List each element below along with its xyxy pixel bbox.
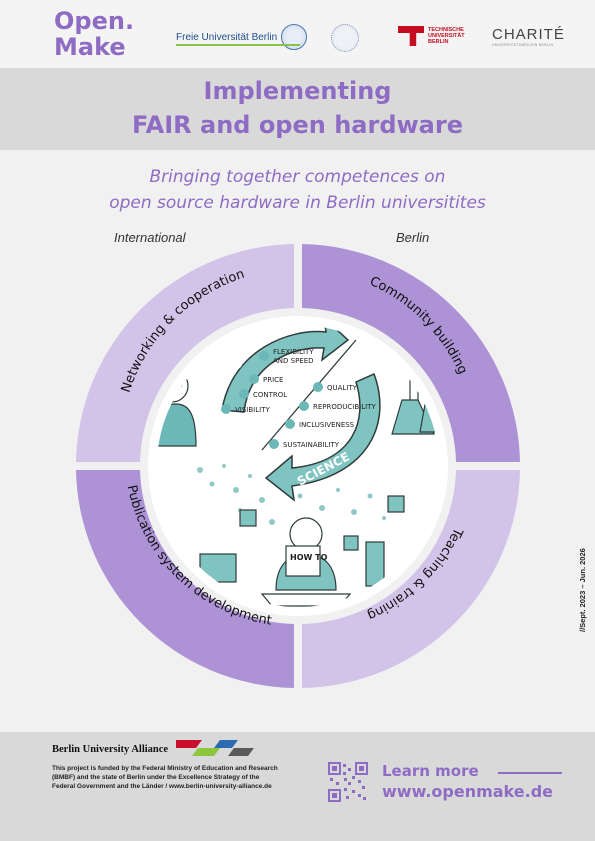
brand-line2: Make <box>54 33 126 61</box>
science-arrow <box>264 372 381 502</box>
header: Open. Make Freie Universität Berlin TECH… <box>0 0 595 68</box>
funding-note: This project is funded by the Federal Mi… <box>52 765 278 790</box>
ring-segment-networking <box>76 244 294 462</box>
subtitle-line1: Bringing together competences on <box>149 167 446 187</box>
subtitle: Bringing together competences on open so… <box>0 164 595 216</box>
title-band: Implementing FAIR and open hardware <box>0 68 595 150</box>
you-arrow <box>221 325 350 413</box>
fu-text: Freie Universität Berlin <box>176 31 278 43</box>
competence-diagram: Networking & cooperation Community build… <box>76 244 520 688</box>
svg-text:CONTROL: CONTROL <box>253 391 287 399</box>
charite-text: CHARITÉ <box>492 26 565 43</box>
science-benefits: QUALITY REPRODUCIBILITY INCLUSIVENESS SU… <box>269 382 376 449</box>
charite-logo: CHARITÉ UNIVERSITÄTSMEDIZIN BERLIN <box>492 26 565 47</box>
tu-berlin-logo: TECHNISCHE UNIVERSITÄT BERLIN <box>398 26 465 46</box>
website-link[interactable]: www.openmake.de <box>382 782 553 801</box>
qr-code-icon[interactable] <box>328 762 368 802</box>
content-area: Bringing together competences on open so… <box>0 150 595 732</box>
alliance-name: Berlin University Alliance <box>52 744 169 755</box>
svg-text:AND SPEED: AND SPEED <box>273 357 314 365</box>
project-period: //Sept. 2023 – Jun. 2026 <box>578 548 587 632</box>
learn-more-label: Learn more <box>382 762 479 780</box>
reader-illustration: HOW TO <box>199 517 385 607</box>
you-benefits: FLEXIBILITY AND SPEED PRICE CONTROL VISI… <box>221 348 314 414</box>
bua-logo-icon <box>176 740 254 756</box>
fu-berlin-logo: Freie Universität Berlin <box>176 24 308 50</box>
title-line2: FAIR and open hardware <box>132 111 463 139</box>
title-line1: Implementing <box>203 77 392 105</box>
fu-seal-icon <box>281 24 308 50</box>
ring-segment-teaching <box>302 470 520 688</box>
ring-segment-community <box>302 244 520 462</box>
ring-segment-publication <box>76 470 294 688</box>
svg-text:SUSTAINABILITY: SUSTAINABILITY <box>283 441 340 449</box>
footer: Berlin University Alliance This project … <box>0 732 595 841</box>
subtitle-line2: open source hardware in Berlin universit… <box>109 193 486 213</box>
hu-berlin-seal-logo <box>331 24 359 52</box>
label-berlin: Berlin <box>396 230 430 245</box>
svg-text:QUALITY: QUALITY <box>327 384 358 392</box>
svg-text:INCLUSIVENESS: INCLUSIVENESS <box>299 421 355 429</box>
svg-text:REPRODUCIBILITY: REPRODUCIBILITY <box>313 403 376 411</box>
chip-icons <box>239 495 405 551</box>
tu-mark-icon <box>398 26 424 46</box>
openmake-logo[interactable]: Open. Make <box>54 8 134 60</box>
brand-line1: Open. <box>54 7 135 35</box>
divider-line <box>261 339 357 451</box>
charite-subtext: UNIVERSITÄTSMEDIZIN BERLIN <box>492 43 554 47</box>
svg-text:HOW TO: HOW TO <box>290 553 328 562</box>
speckle-dots <box>197 464 386 528</box>
svg-text:VISIBILITY: VISIBILITY <box>235 406 270 414</box>
label-international: International <box>114 230 186 245</box>
svg-text:PRICE: PRICE <box>263 376 283 384</box>
learn-more-rule <box>498 772 562 774</box>
fu-underline <box>176 44 300 46</box>
svg-text:FLEXIBILITY: FLEXIBILITY <box>273 348 314 356</box>
tu-text: TECHNISCHE UNIVERSITÄT BERLIN <box>428 27 465 45</box>
page-title: Implementing FAIR and open hardware <box>0 68 595 142</box>
